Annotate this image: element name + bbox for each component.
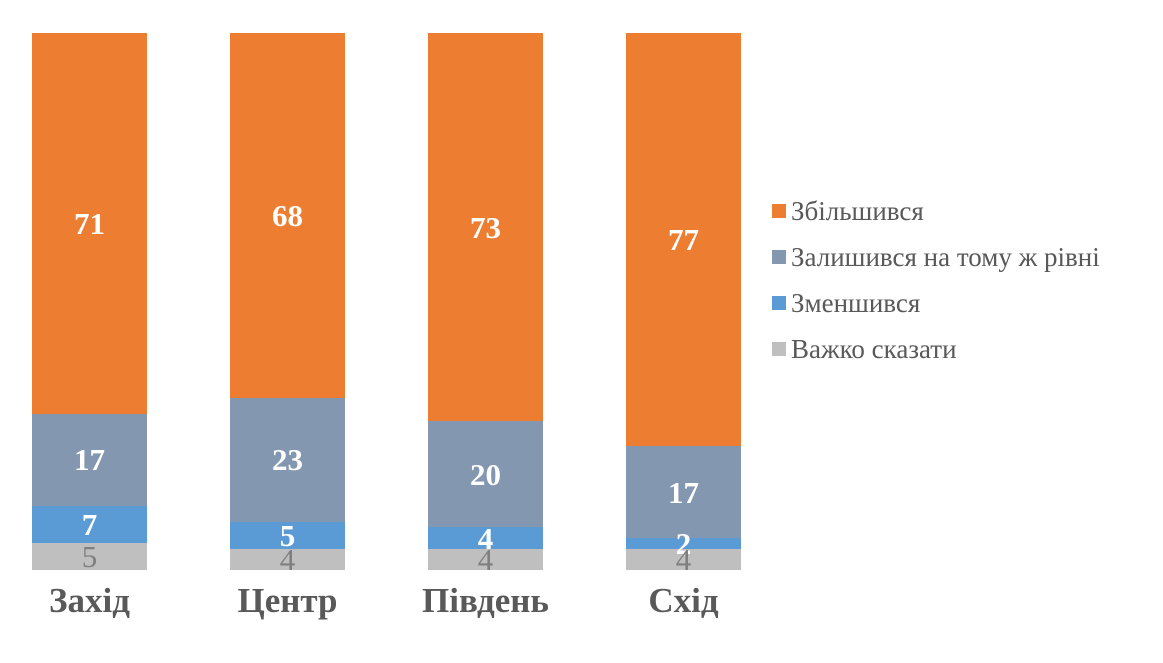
bar-segment: 17: [626, 446, 741, 538]
segment-value-label: 4: [675, 541, 692, 577]
legend-swatch-icon: [772, 342, 786, 356]
category-label: Схід: [648, 581, 719, 620]
segment-value-label: 7: [81, 506, 98, 542]
category-label: Захід: [49, 581, 130, 620]
bar-segment: 2: [626, 528, 741, 559]
legend-item: Залишився на тому ж рівні: [772, 234, 1100, 280]
bar-segment: 73: [428, 33, 543, 422]
legend-item: Важко сказати: [772, 326, 1100, 372]
segment-value-label: 68: [272, 198, 303, 234]
legend-item-label: Зменшився: [791, 287, 921, 318]
segment-value-label: 77: [668, 222, 699, 258]
legend: Збільшився Залишився на тому ж рівні Зменш…: [772, 188, 1100, 372]
legend-swatch-icon: [772, 296, 786, 310]
legend-swatch-icon: [772, 204, 786, 218]
legend-item: Збільшився: [772, 188, 1100, 234]
segment-value-label: 20: [470, 456, 501, 492]
bar-group: 68 23 5 4: [230, 33, 345, 575]
legend-item-label: Залишився на тому ж рівні: [791, 241, 1100, 272]
segment-value-label: 4: [477, 541, 494, 577]
bar-segment: 5: [32, 539, 147, 575]
segment-value-label: 5: [279, 517, 296, 553]
bar-segment: 4: [428, 544, 543, 575]
bar-segment: 4: [428, 523, 543, 554]
segment-value-label: 2: [675, 525, 692, 561]
segment-value-label: 4: [279, 541, 296, 577]
category-label: Центр: [237, 581, 338, 620]
legend-item-label: Важко сказати: [791, 333, 957, 364]
bar-segment: 4: [230, 544, 345, 575]
segment-value-label: 5: [81, 539, 98, 575]
bar-group: 73 20 4 4: [428, 33, 543, 575]
bar-segment: 17: [32, 414, 147, 506]
legend-swatch-icon: [772, 250, 786, 264]
bar-segment: 4: [626, 544, 741, 575]
plot-area: 71 17 7 5 Захід 68 23 5 4 Центр 73 20 4 4 Південь 77 17 2…: [32, 33, 741, 620]
bar-segment: 77: [626, 33, 741, 447]
bar-segment: 68: [230, 33, 345, 399]
category-label: Південь: [422, 581, 549, 620]
segment-value-label: 71: [74, 206, 105, 242]
bar-group: 71 17 7 5: [32, 33, 147, 575]
bar-segment: 20: [428, 421, 543, 528]
segment-value-label: 73: [470, 209, 501, 245]
bar-segment: 7: [32, 505, 147, 544]
legend-item-label: Збільшився: [791, 195, 924, 226]
legend-item: Зменшився: [772, 280, 1100, 326]
segment-value-label: 17: [668, 474, 699, 510]
bar-segment: 5: [230, 517, 345, 553]
segment-value-label: 23: [272, 442, 303, 478]
bar-group: 77 17 2 4: [626, 33, 741, 575]
bar-segment: 23: [230, 398, 345, 522]
bar-segment: 71: [32, 33, 147, 415]
segment-value-label: 4: [477, 520, 494, 556]
segment-value-label: 17: [74, 442, 105, 478]
